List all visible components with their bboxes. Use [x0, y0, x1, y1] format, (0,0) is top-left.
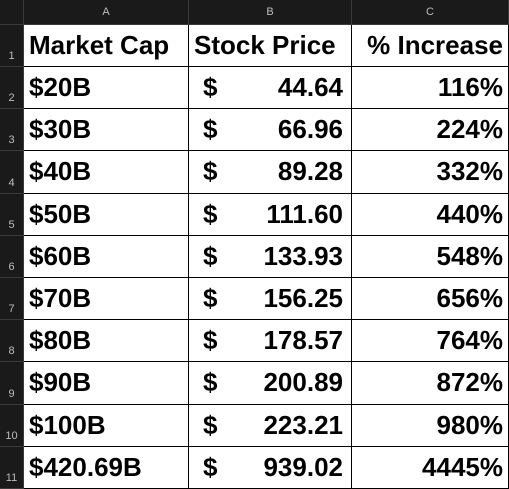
currency-symbol: $: [203, 283, 218, 314]
row-number: 9: [0, 362, 24, 405]
market-cap-cell: $70B: [24, 278, 189, 321]
column-header: B: [189, 0, 352, 25]
row-number: 4: [0, 151, 24, 194]
increase-cell: 548%: [352, 235, 509, 278]
stock-price-cell: $111.60: [189, 193, 352, 236]
stock-price: 133.93: [263, 240, 343, 271]
market-cap-cell: $90B: [24, 362, 189, 405]
currency-symbol: $: [203, 72, 218, 103]
row-number: 8: [0, 320, 24, 363]
stock-price: 89.28: [277, 156, 343, 187]
column-header: A: [24, 0, 189, 25]
column-header: C: [352, 0, 509, 25]
corner: [0, 0, 24, 25]
currency-symbol: $: [203, 156, 218, 187]
stock-price: 156.25: [263, 283, 343, 314]
increase-cell: 116%: [352, 67, 509, 110]
market-cap-cell: $40B: [24, 151, 189, 194]
market-cap-cell: $50B: [24, 193, 189, 236]
row-number: 6: [0, 235, 24, 278]
header-cell: Stock Price: [189, 25, 352, 67]
stock-price: 223.21: [263, 409, 343, 440]
row-number: 2: [0, 67, 24, 110]
stock-price-cell: $133.93: [189, 235, 352, 278]
row-number: 3: [0, 109, 24, 152]
market-cap-cell: $80B: [24, 320, 189, 363]
stock-price: 44.64: [277, 72, 343, 103]
market-cap-cell: $100B: [24, 404, 189, 447]
stock-price-cell: $178.57: [189, 320, 352, 363]
increase-cell: 656%: [352, 278, 509, 321]
row-number: 11: [0, 446, 24, 489]
currency-symbol: $: [203, 198, 218, 229]
currency-symbol: $: [203, 240, 218, 271]
stock-price-cell: $200.89: [189, 362, 352, 405]
stock-price-cell: $66.96: [189, 109, 352, 152]
currency-symbol: $: [203, 114, 218, 145]
increase-cell: 332%: [352, 151, 509, 194]
header-cell: Market Cap: [24, 25, 189, 67]
stock-price-cell: $156.25: [189, 278, 352, 321]
increase-cell: 224%: [352, 109, 509, 152]
row-number: 1: [0, 25, 24, 67]
currency-symbol: $: [203, 409, 218, 440]
stock-price-cell: $223.21: [189, 404, 352, 447]
market-cap-cell: $420.69B: [24, 446, 189, 489]
increase-cell: 872%: [352, 362, 509, 405]
header-cell: % Increase: [352, 25, 509, 67]
stock-price-cell: $939.02: [189, 446, 352, 489]
increase-cell: 764%: [352, 320, 509, 363]
market-cap-cell: $60B: [24, 235, 189, 278]
market-cap-cell: $20B: [24, 67, 189, 110]
currency-symbol: $: [203, 367, 218, 398]
currency-symbol: $: [203, 325, 218, 356]
increase-cell: 4445%: [352, 446, 509, 489]
stock-price: 939.02: [263, 451, 343, 482]
row-number: 10: [0, 404, 24, 447]
stock-price: 66.96: [277, 114, 343, 145]
stock-price-cell: $89.28: [189, 151, 352, 194]
stock-price: 111.60: [266, 198, 343, 229]
currency-symbol: $: [203, 451, 218, 482]
increase-cell: 440%: [352, 193, 509, 236]
row-number: 7: [0, 278, 24, 321]
row-number: 5: [0, 193, 24, 236]
stock-price: 200.89: [263, 367, 343, 398]
market-cap-cell: $30B: [24, 109, 189, 152]
stock-price: 178.57: [263, 325, 343, 356]
increase-cell: 980%: [352, 404, 509, 447]
stock-price-cell: $44.64: [189, 67, 352, 110]
